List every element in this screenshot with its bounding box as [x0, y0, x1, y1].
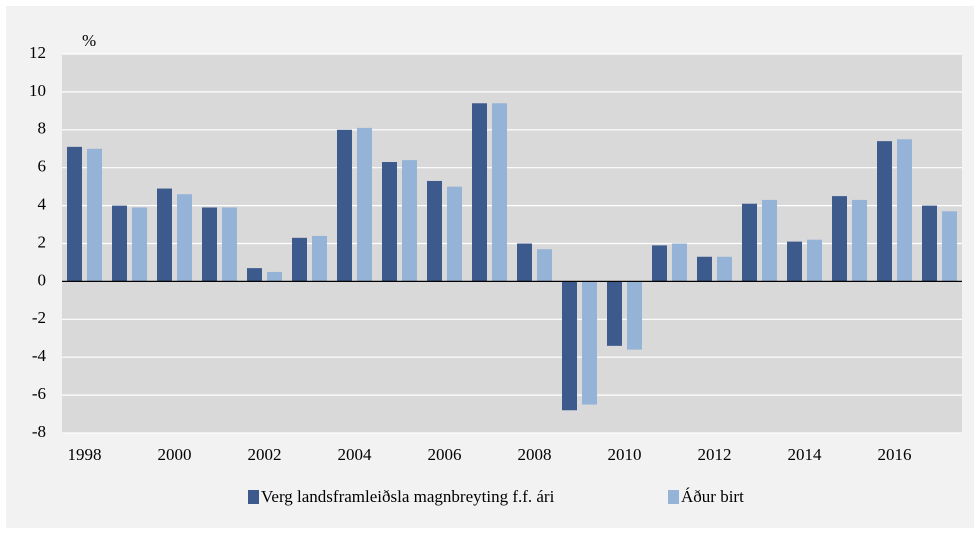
x-tick-label: 2008	[518, 445, 552, 464]
x-tick-label: 2012	[698, 445, 732, 464]
bar	[582, 281, 597, 405]
bar	[222, 207, 237, 282]
y-tick-label: 10	[29, 81, 46, 100]
x-tick-label: 2004	[338, 445, 373, 464]
bar	[492, 103, 507, 282]
bar	[447, 186, 462, 282]
y-tick-label: 4	[38, 195, 47, 214]
bar	[942, 211, 957, 282]
bar	[697, 256, 712, 282]
bar	[787, 241, 802, 282]
y-tick-label: -8	[32, 422, 46, 441]
bar	[87, 148, 102, 282]
bar	[112, 205, 127, 282]
bar	[402, 160, 417, 282]
legend-swatch	[248, 490, 259, 504]
y-tick-label: -6	[32, 384, 46, 403]
bar	[897, 139, 912, 282]
bar	[312, 235, 327, 282]
x-tick-label: 2006	[428, 445, 462, 464]
bar	[717, 256, 732, 282]
legend-label: Verg landsframleiðsla magnbreyting f.f. …	[261, 487, 555, 506]
bar	[652, 245, 667, 282]
bar	[292, 237, 307, 282]
bar	[357, 127, 372, 282]
bar	[742, 203, 757, 282]
y-tick-label: 6	[38, 157, 47, 176]
bar	[877, 141, 892, 282]
y-tick-label: 2	[38, 232, 47, 251]
x-tick-label: 2010	[608, 445, 642, 464]
bar	[247, 268, 262, 282]
y-tick-label: -4	[32, 346, 47, 365]
y-tick-label: 12	[29, 43, 46, 62]
bar	[202, 207, 217, 282]
x-tick-label: 2000	[158, 445, 192, 464]
bar	[852, 199, 867, 282]
legend-label: Áður birt	[681, 487, 744, 506]
bar	[627, 281, 642, 350]
x-tick-label: 2002	[248, 445, 282, 464]
y-tick-label: -2	[32, 308, 46, 327]
bar	[517, 243, 532, 282]
y-tick-label: 8	[38, 119, 47, 138]
y-axis-label: %	[82, 31, 96, 50]
bar	[922, 205, 937, 282]
bar	[177, 194, 192, 282]
bar	[562, 281, 577, 411]
bar	[67, 146, 82, 282]
bar	[267, 271, 282, 282]
bar	[157, 188, 172, 282]
bar	[672, 243, 687, 282]
legend-swatch	[668, 490, 679, 504]
bar	[762, 199, 777, 282]
y-tick-label: 0	[38, 270, 47, 289]
x-tick-label: 2014	[788, 445, 823, 464]
x-tick-label: 2016	[878, 445, 912, 464]
bar	[337, 129, 352, 282]
bar	[607, 281, 622, 346]
bar	[132, 207, 147, 282]
bar	[472, 103, 487, 282]
bar	[807, 239, 822, 282]
bar	[537, 249, 552, 282]
x-tick-label: 1998	[68, 445, 102, 464]
bar	[427, 180, 442, 282]
bar	[382, 162, 397, 282]
bar	[832, 196, 847, 282]
